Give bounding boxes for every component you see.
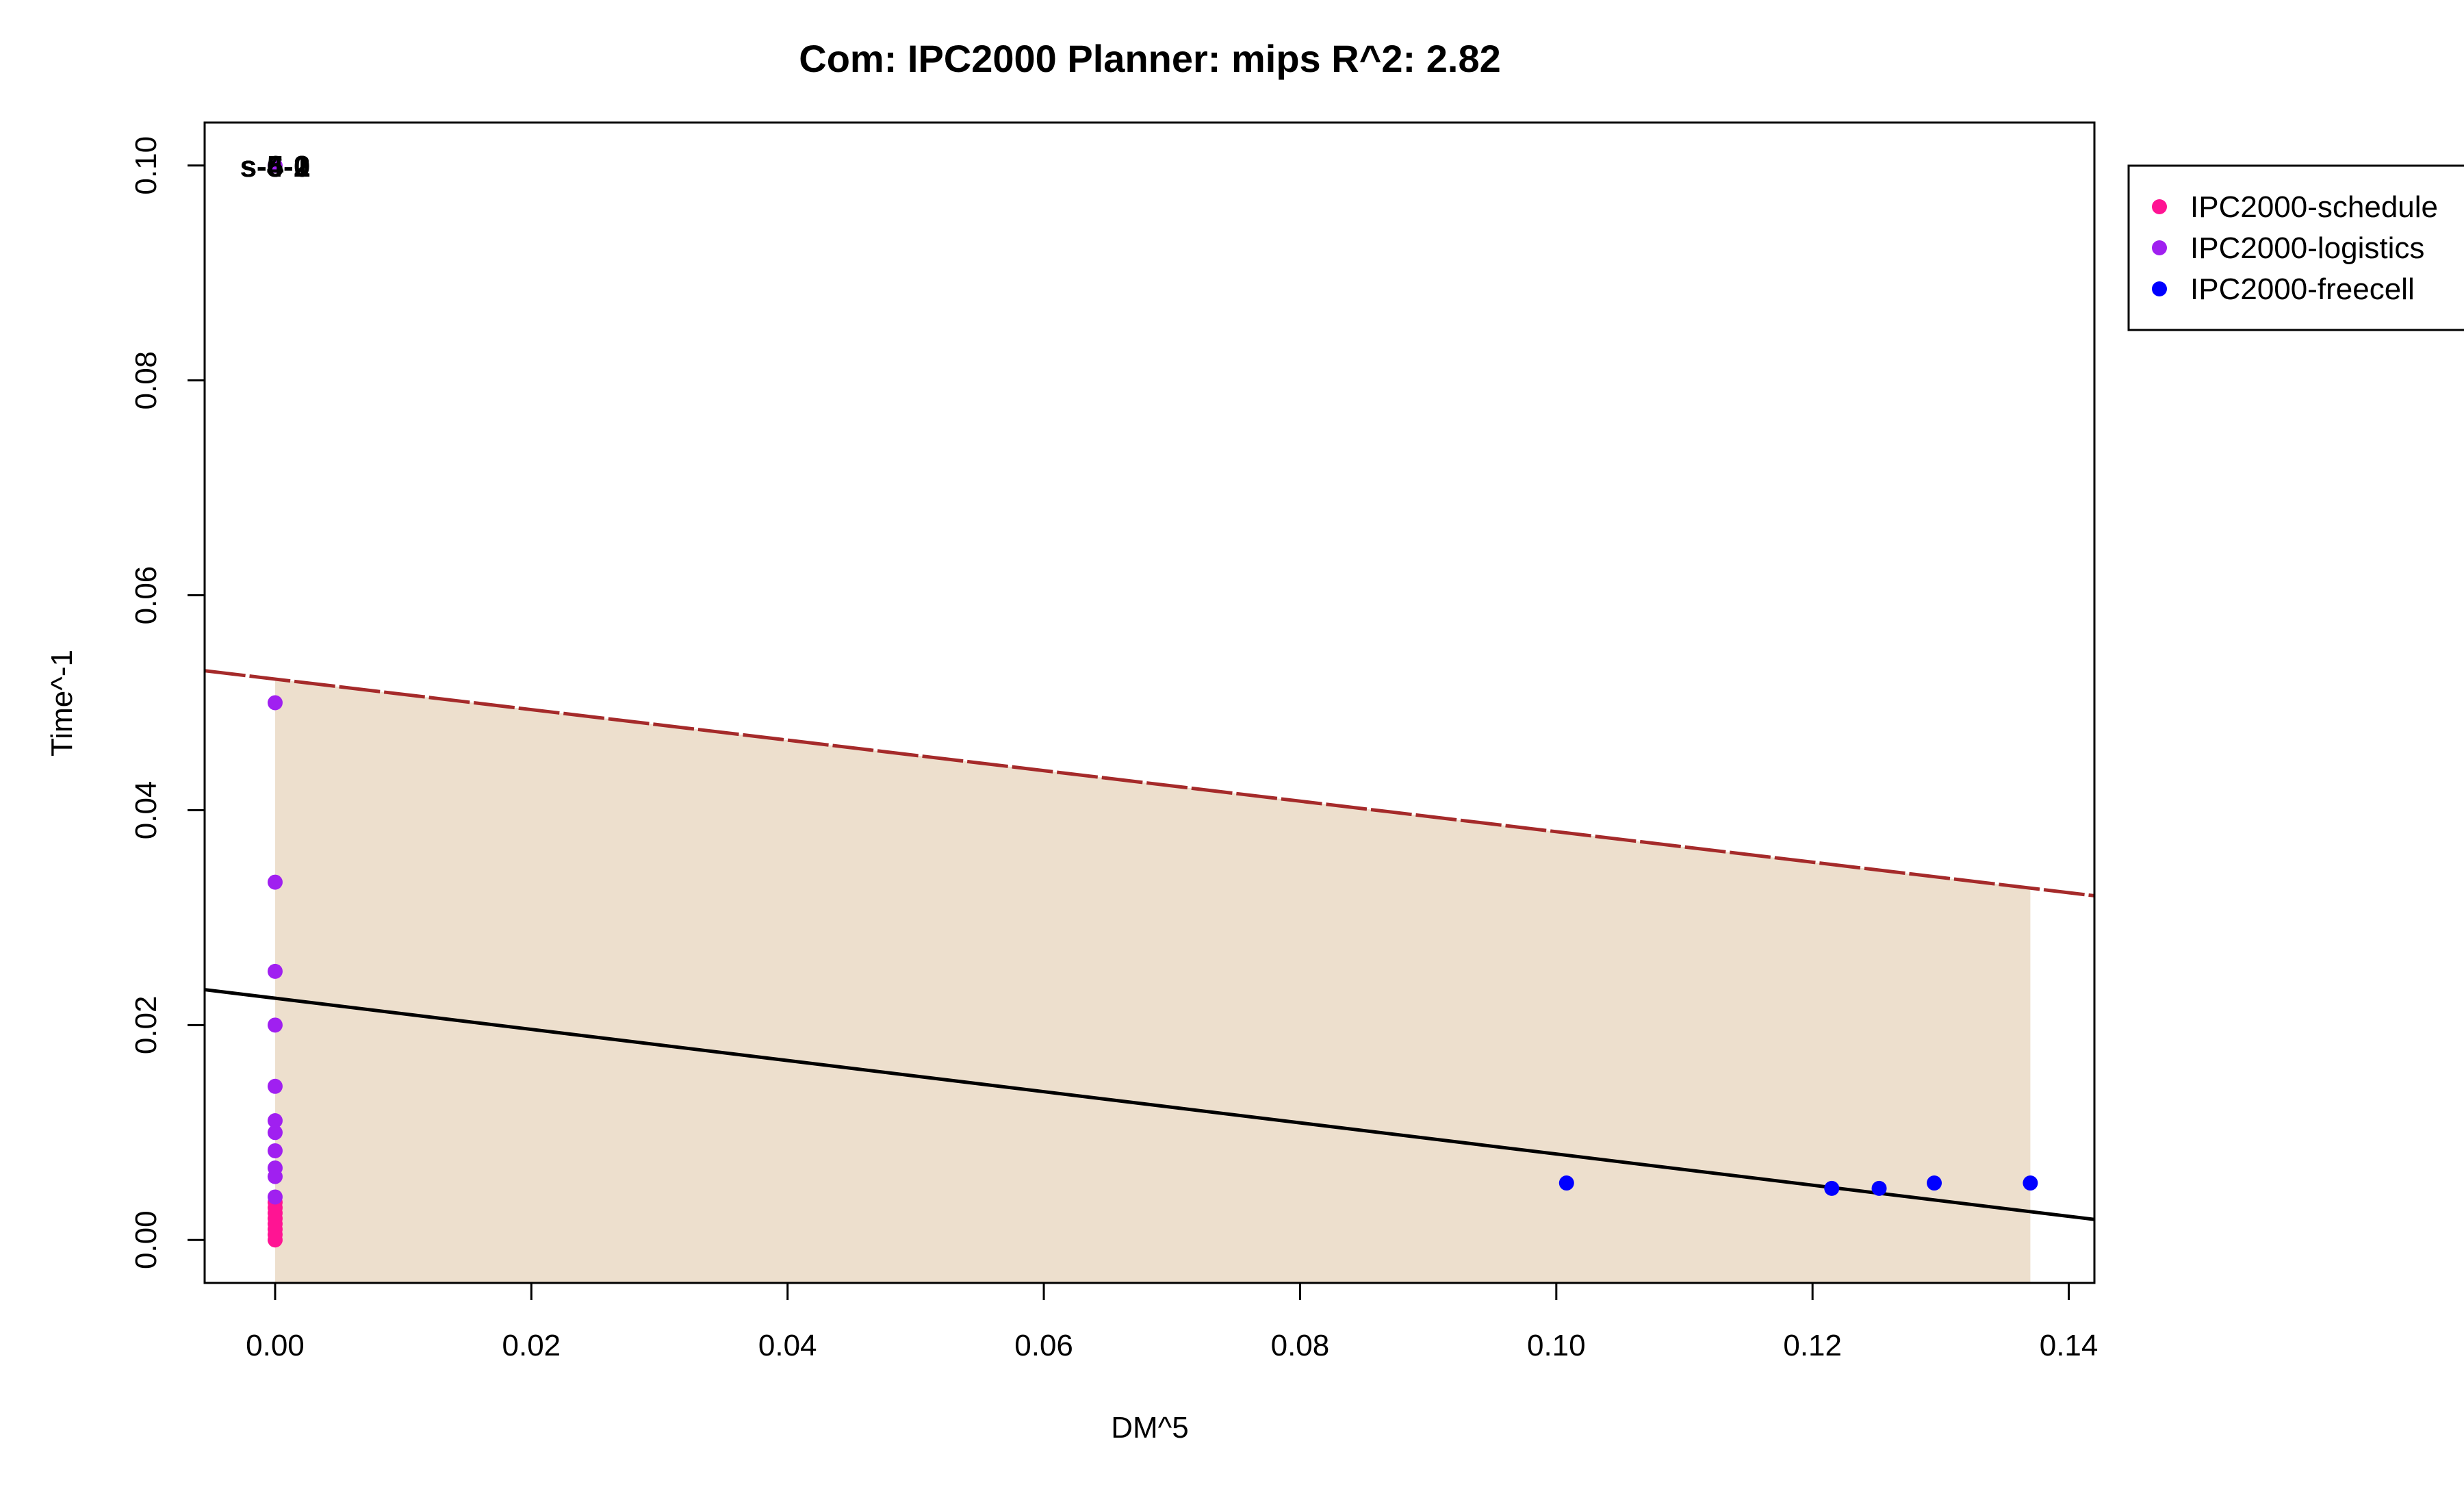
legend-label: IPC2000-schedule — [2190, 190, 2438, 224]
point-annotation: s-5-2 — [240, 150, 311, 183]
data-point-ipc2000-freecell — [1824, 1180, 1840, 1196]
y-tick-label: 0.00 — [129, 1210, 163, 1269]
data-point-ipc2000-logistics — [267, 1125, 283, 1141]
legend-label: IPC2000-logistics — [2190, 231, 2424, 265]
point-annotation: s-4-1 — [240, 150, 311, 183]
x-axis: 0.00 0.02 0.04 0.06 0.08 0.10 0.12 0.14 — [246, 1282, 2099, 1362]
data-point-ipc2000-freecell — [2023, 1175, 2038, 1191]
data-point-ipc2000-logistics — [267, 1169, 283, 1184]
legend-marker — [2152, 240, 2167, 255]
x-tick-label: 0.02 — [502, 1329, 561, 1362]
legend-label: IPC2000-freecell — [2190, 272, 2415, 306]
data-point-ipc2000-logistics — [267, 695, 283, 711]
data-point-ipc2000-logistics — [267, 1143, 283, 1158]
x-tick-label: 0.04 — [758, 1329, 817, 1362]
shaded-region — [274, 678, 2031, 1283]
legend-box — [2127, 164, 2464, 331]
y-tick-label: 0.04 — [129, 781, 163, 840]
data-point-ipc2000-freecell — [1927, 1175, 1942, 1191]
data-point-ipc2000-logistics — [267, 157, 283, 173]
y-axis-label: Time^-1 — [45, 650, 79, 756]
legend-marker — [2152, 281, 2167, 296]
x-tick-label: 0.00 — [246, 1329, 305, 1362]
x-tick-label: 0.12 — [1783, 1329, 1842, 1362]
x-tick-label: 0.10 — [1527, 1329, 1586, 1362]
legend-marker — [2152, 199, 2167, 214]
data-point-ipc2000-logistics — [267, 1078, 283, 1094]
upper-bound-line — [205, 669, 2094, 898]
data-point-ipc2000-freecell — [1871, 1180, 1887, 1196]
data-point-ipc2000-logistics — [267, 874, 283, 890]
plot-area: s-5-2s-6-0s-4-1 — [205, 150, 2094, 1283]
y-tick-label: 0.02 — [129, 996, 163, 1055]
y-axis: 0.00 0.02 0.04 0.06 0.08 0.10 — [129, 136, 206, 1269]
point-annotation: s-6-0 — [240, 150, 311, 183]
legend: IPC2000-schedule IPC2000-logistics IPC2000… — [2127, 164, 2464, 331]
data-point-ipc2000-logistics — [267, 1189, 283, 1205]
x-tick-label: 0.14 — [2040, 1329, 2099, 1362]
data-point-ipc2000-logistics — [267, 963, 283, 979]
y-tick-label: 0.10 — [129, 136, 163, 195]
data-point-ipc2000-freecell — [1558, 1175, 1574, 1191]
fit-line — [205, 988, 2094, 1221]
y-tick-label: 0.08 — [129, 351, 163, 410]
chart-title: Com: IPC2000 Planner: mips R^2: 2.82 — [799, 37, 1501, 80]
data-point-ipc2000-logistics — [267, 1113, 283, 1129]
x-tick-label: 0.06 — [1014, 1329, 1073, 1362]
x-tick-label: 0.08 — [1271, 1329, 1330, 1362]
y-tick-label: 0.06 — [129, 566, 163, 625]
x-axis-label: DM^5 — [1111, 1411, 1189, 1445]
data-point-ipc2000-logistics — [267, 1017, 283, 1033]
